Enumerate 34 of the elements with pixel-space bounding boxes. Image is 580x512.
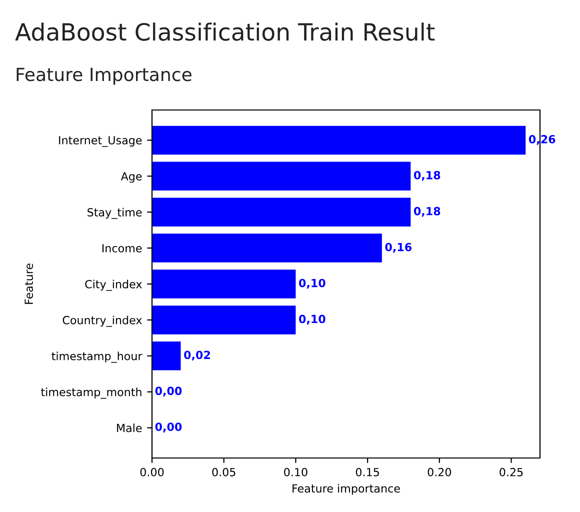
bar (152, 342, 181, 370)
y-tick-label: timestamp_month (41, 388, 142, 399)
bar (152, 270, 296, 298)
bar (152, 126, 526, 155)
x-tick-label: 0.25 (500, 468, 523, 476)
data-label: 0,00 (155, 386, 182, 396)
y-tick-label: Male (117, 424, 142, 432)
data-label: 0,10 (299, 278, 326, 289)
x-axis-title: Feature importance (292, 484, 400, 495)
x-tick-label: 0.10 (284, 468, 308, 476)
x-tick-label: 0.00 (140, 468, 164, 476)
bar (152, 306, 296, 334)
data-label: 0,02 (184, 350, 210, 361)
y-tick-label: timestamp_hour (52, 352, 142, 363)
y-tick-label: Internet_Usage (59, 136, 142, 147)
data-label: 0,18 (414, 206, 440, 217)
x-tick-label: 0.20 (428, 468, 452, 476)
data-label: 0,16 (385, 242, 412, 253)
y-tick-label: Country_index (62, 316, 142, 327)
chart-subtitle: Feature Importance (16, 68, 192, 85)
y-tick-label: City_index (85, 280, 142, 291)
bar (152, 162, 411, 191)
bar (152, 198, 411, 226)
y-tick-label: Age (120, 172, 142, 183)
y-tick-label: Income (102, 244, 142, 252)
data-label: 0,10 (299, 314, 326, 325)
y-axis-title: Feature (24, 264, 34, 304)
x-tick-label: 0.15 (356, 468, 379, 476)
chart-title: AdaBoost Classification Train Result (15, 22, 435, 41)
y-tick-label: Stay_time (88, 208, 142, 219)
data-label: 0,18 (414, 170, 440, 181)
data-label: 0,00 (155, 422, 182, 432)
bar (152, 234, 382, 262)
x-tick-label: 0.05 (212, 468, 236, 476)
